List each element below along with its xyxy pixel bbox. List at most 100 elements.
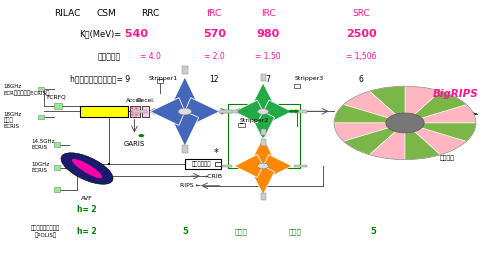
- Wedge shape: [420, 123, 476, 141]
- Text: RILAC: RILAC: [54, 9, 81, 18]
- Text: 5: 5: [182, 227, 188, 236]
- Text: = 2.0: = 2.0: [204, 52, 224, 61]
- Text: 2500: 2500: [346, 29, 376, 39]
- Circle shape: [135, 114, 138, 116]
- Circle shape: [130, 111, 133, 112]
- Polygon shape: [263, 100, 292, 123]
- Ellipse shape: [61, 153, 113, 184]
- Circle shape: [178, 108, 191, 115]
- Wedge shape: [414, 127, 466, 155]
- Bar: [54, 142, 60, 147]
- Text: BigRIPS: BigRIPS: [432, 89, 478, 99]
- Text: （新入射器）: （新入射器）: [192, 162, 211, 167]
- Bar: [261, 129, 266, 135]
- Bar: [182, 66, 188, 74]
- Wedge shape: [369, 86, 405, 115]
- Polygon shape: [251, 112, 275, 140]
- Wedge shape: [405, 131, 440, 160]
- Text: （－）: （－）: [235, 229, 247, 235]
- Bar: [215, 162, 220, 166]
- Bar: [238, 123, 245, 127]
- Text: ＊計画中: ＊計画中: [439, 156, 454, 161]
- Circle shape: [138, 134, 144, 137]
- Bar: [219, 110, 232, 113]
- Bar: [228, 104, 300, 168]
- Bar: [129, 106, 140, 117]
- Bar: [38, 87, 44, 91]
- Text: FCRFQ: FCRFQ: [46, 95, 66, 100]
- Bar: [38, 115, 44, 119]
- Bar: [219, 165, 232, 167]
- Text: fRC: fRC: [207, 9, 222, 18]
- Text: 540: 540: [121, 29, 148, 39]
- Bar: [261, 194, 266, 200]
- Circle shape: [258, 109, 269, 114]
- Bar: [222, 110, 238, 113]
- Text: 570: 570: [203, 29, 226, 39]
- Bar: [294, 110, 307, 113]
- Ellipse shape: [72, 159, 102, 178]
- Bar: [182, 145, 188, 153]
- Text: h= 2: h= 2: [77, 205, 97, 214]
- Text: = 4.0: = 4.0: [140, 52, 161, 61]
- Text: RRC: RRC: [142, 9, 160, 18]
- Text: K値(MeV)=: K値(MeV)=: [79, 29, 121, 38]
- Bar: [157, 79, 163, 83]
- Bar: [54, 187, 60, 192]
- Bar: [294, 84, 300, 88]
- Wedge shape: [414, 91, 466, 118]
- Text: Decel.: Decel.: [136, 98, 155, 103]
- Text: Stripper2: Stripper2: [240, 118, 269, 123]
- Bar: [261, 139, 266, 146]
- Text: CSM: CSM: [97, 9, 117, 18]
- Bar: [54, 103, 62, 109]
- Polygon shape: [263, 155, 292, 177]
- Wedge shape: [405, 86, 440, 115]
- Polygon shape: [171, 77, 199, 112]
- Text: 18GHz
超伝導
ECRIS: 18GHz 超伝導 ECRIS: [4, 112, 22, 129]
- Bar: [240, 123, 243, 124]
- Bar: [142, 106, 149, 117]
- Bar: [294, 165, 307, 167]
- Circle shape: [135, 111, 138, 112]
- Text: *: *: [214, 148, 218, 158]
- Text: 速度増幅率: 速度増幅率: [98, 52, 121, 61]
- Circle shape: [130, 114, 133, 116]
- Text: （－）: （－）: [288, 229, 301, 235]
- Wedge shape: [420, 105, 476, 123]
- Polygon shape: [234, 155, 263, 177]
- Bar: [54, 165, 60, 170]
- Wedge shape: [343, 91, 396, 118]
- Bar: [185, 159, 220, 169]
- Text: Stripper3: Stripper3: [295, 76, 324, 81]
- Wedge shape: [343, 127, 396, 155]
- Text: 980: 980: [256, 29, 279, 39]
- Polygon shape: [251, 137, 275, 166]
- Text: h（ハーモニックス）= 9: h（ハーモニックス）= 9: [70, 75, 130, 84]
- Text: Accel.: Accel.: [126, 98, 144, 103]
- Bar: [80, 106, 127, 117]
- Text: IRC: IRC: [261, 9, 276, 18]
- Circle shape: [289, 110, 294, 113]
- Text: 12: 12: [210, 75, 219, 84]
- Text: 5: 5: [370, 227, 376, 236]
- Polygon shape: [150, 98, 185, 125]
- Text: AVF: AVF: [81, 196, 93, 201]
- Circle shape: [135, 108, 138, 109]
- Text: GARIS: GARIS: [124, 141, 145, 147]
- Polygon shape: [171, 112, 199, 146]
- Polygon shape: [251, 83, 275, 112]
- Text: 18GHz
ECRイオン源（ECRIS）: 18GHz ECRイオン源（ECRIS）: [4, 84, 50, 96]
- Polygon shape: [251, 166, 275, 195]
- Text: 7: 7: [266, 75, 271, 84]
- Text: 6: 6: [359, 75, 364, 84]
- Bar: [108, 163, 111, 165]
- Bar: [132, 110, 148, 113]
- Text: Stripper1: Stripper1: [148, 76, 178, 81]
- Circle shape: [386, 113, 424, 133]
- Polygon shape: [185, 98, 220, 125]
- Wedge shape: [369, 131, 405, 160]
- Text: 偏極重陽子イオン源
（POLIS）: 偏極重陽子イオン源 （POLIS）: [31, 226, 60, 238]
- Circle shape: [258, 163, 269, 169]
- Text: h= 2: h= 2: [77, 227, 97, 236]
